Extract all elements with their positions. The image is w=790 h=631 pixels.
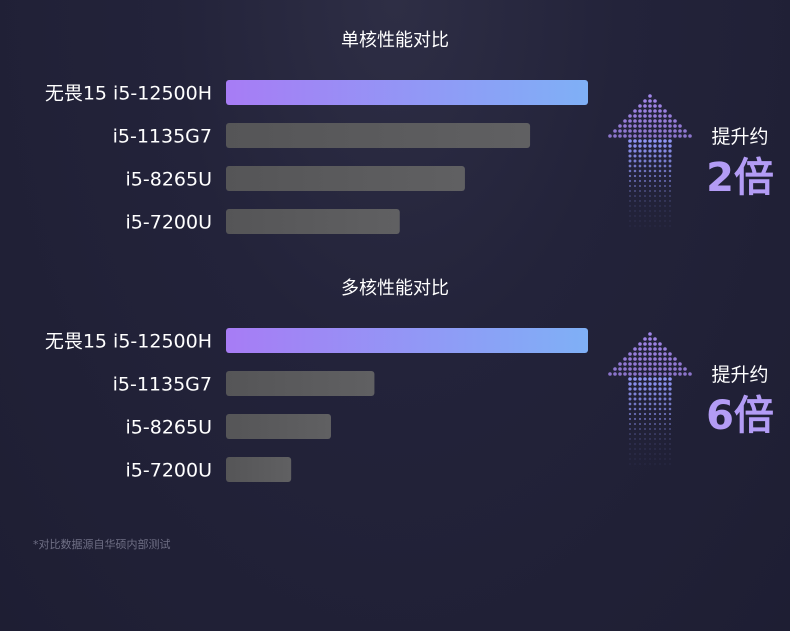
up-arrow-dotted-icon <box>608 332 692 465</box>
bar <box>226 414 331 439</box>
bar <box>226 209 400 234</box>
badge-value: 6倍 <box>706 393 774 439</box>
category-label: 无畏15 i5-12500H <box>45 331 212 353</box>
category-label: i5-1135G7 <box>113 374 212 396</box>
badge-value: 2倍 <box>706 155 774 201</box>
bar <box>226 457 292 482</box>
footnote: *对比数据源自华硕内部测试 <box>33 538 171 551</box>
category-label: i5-1135G7 <box>113 126 212 148</box>
bar <box>226 166 465 191</box>
category-label: i5-7200U <box>126 212 212 234</box>
category-label: i5-8265U <box>126 417 212 439</box>
badge-label: 提升约 <box>711 364 768 386</box>
category-label: i5-8265U <box>126 169 212 191</box>
chart-title: 单核性能对比 <box>341 30 449 51</box>
bar-highlight <box>226 328 588 353</box>
chart-title: 多核性能对比 <box>341 278 449 299</box>
category-label: 无畏15 i5-12500H <box>45 83 212 105</box>
bar <box>226 371 375 396</box>
bar-highlight <box>226 80 588 105</box>
category-label: i5-7200U <box>126 460 212 482</box>
badge-label: 提升约 <box>711 126 768 148</box>
up-arrow-dotted-icon <box>608 94 692 227</box>
bar <box>226 123 531 148</box>
